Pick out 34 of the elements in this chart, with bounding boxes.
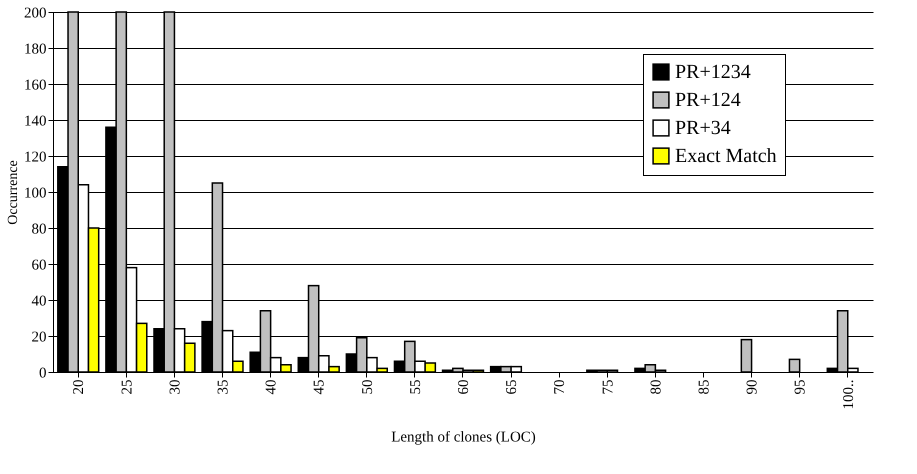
y-tick-label: 100 xyxy=(24,186,46,202)
x-tick-label: 60 xyxy=(456,380,472,394)
x-tick-label: 35 xyxy=(216,380,232,394)
y-tick-label: 120 xyxy=(24,150,46,166)
y-tick-label: 160 xyxy=(24,78,46,94)
x-tick-label: 30 xyxy=(167,380,184,394)
y-tick-label: 140 xyxy=(24,114,46,130)
y-tick-label: 40 xyxy=(32,294,46,310)
x-tick-label: 70 xyxy=(552,380,568,394)
x-tick-label: 90 xyxy=(744,380,761,394)
legend-label: PR+34 xyxy=(675,117,731,139)
legend-label: Exact Match xyxy=(675,145,777,167)
y-axis-title: Occurrence xyxy=(6,160,21,225)
y-tick-label: 0 xyxy=(39,366,46,382)
x-tick-label: 45 xyxy=(312,380,328,394)
x-tick-label: 75 xyxy=(600,380,616,394)
x-tick-label: 65 xyxy=(504,380,520,394)
x-tick-label: 40 xyxy=(264,380,280,394)
x-axis-title: Length of clones (LOC) xyxy=(391,430,536,446)
x-tick-label: 100.. xyxy=(840,380,857,410)
x-tick-label: 95 xyxy=(792,380,809,394)
x-tick-label: 80 xyxy=(648,380,664,394)
y-tick-label: 80 xyxy=(32,222,46,238)
y-tick-label: 180 xyxy=(24,42,46,58)
legend-label: PR+1234 xyxy=(675,61,751,83)
x-tick-label: 55 xyxy=(408,380,424,394)
y-tick-label: 60 xyxy=(32,258,46,274)
legend-label: PR+124 xyxy=(675,89,741,111)
y-tick-label: 200 xyxy=(24,6,46,22)
x-tick-label: 50 xyxy=(360,380,376,394)
x-tick-label: 25 xyxy=(119,380,136,394)
x-tick-label: 20 xyxy=(71,380,88,394)
y-tick-label: 20 xyxy=(32,330,46,346)
x-tick-label: 85 xyxy=(696,380,712,394)
